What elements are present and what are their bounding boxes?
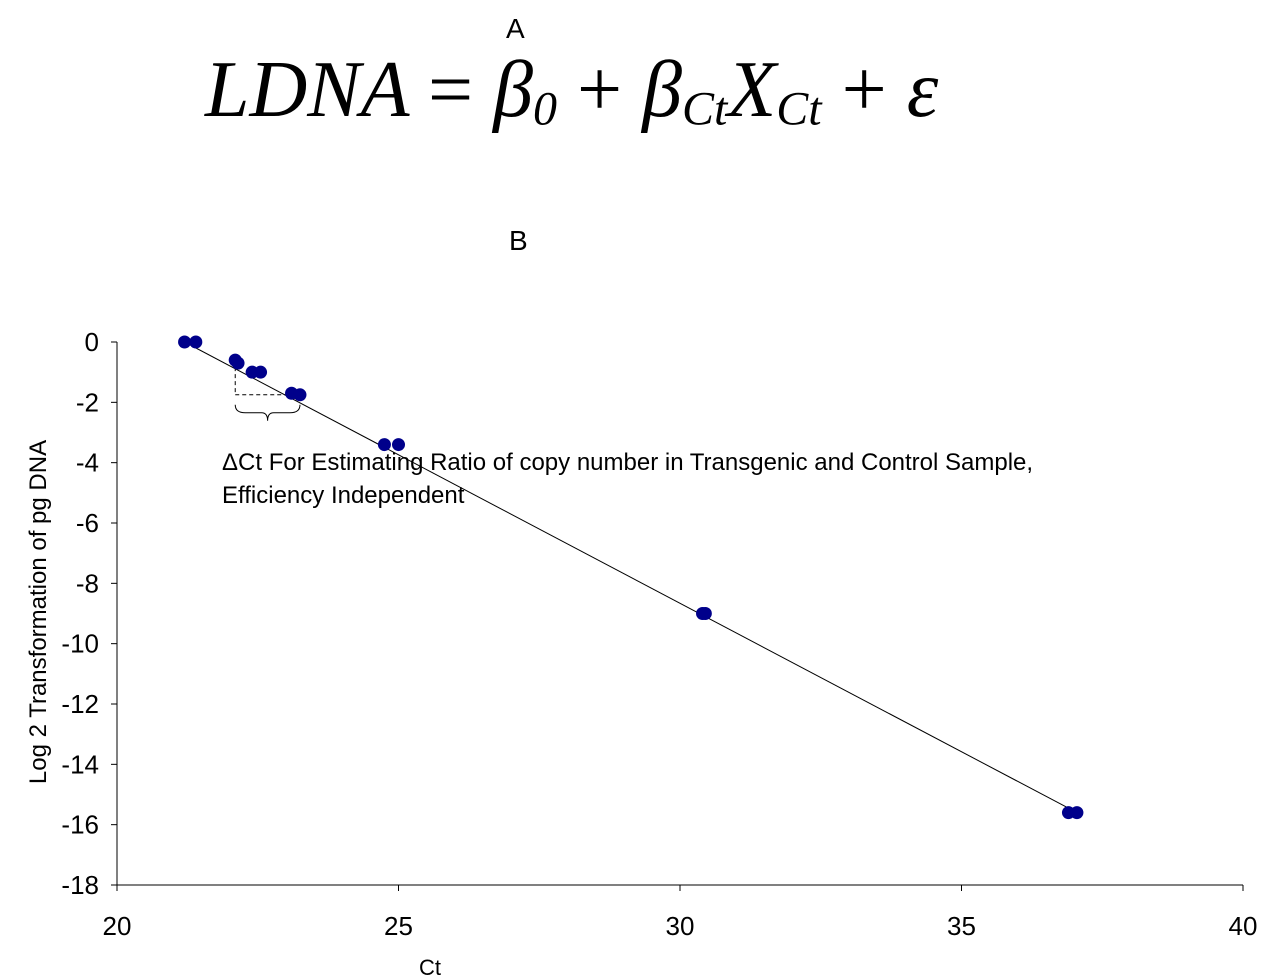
y-tick-label: -12 <box>61 689 99 719</box>
x-axis-title: Ct <box>419 955 441 978</box>
y-tick-label: -18 <box>61 870 99 900</box>
y-axis-title: Log 2 Transformation of pg DNA <box>25 440 52 784</box>
data-point <box>189 335 203 349</box>
epsilon-term: ε <box>906 46 939 134</box>
y-tick-label: -10 <box>61 629 99 659</box>
annotation-line-1: ΔCt For Estimating Ratio of copy number … <box>222 449 1033 476</box>
y-tick-label: -6 <box>76 508 99 538</box>
data-point <box>178 335 192 349</box>
y-tick-label: -14 <box>61 749 99 779</box>
plus-sign-2: + <box>841 46 887 134</box>
data-point <box>698 607 712 620</box>
x-ct: XCt <box>727 46 822 136</box>
x-tick-label: 25 <box>384 911 413 941</box>
y-tick-label: -2 <box>76 387 99 417</box>
data-point <box>1070 806 1084 820</box>
x-tick-label: 30 <box>666 911 695 941</box>
beta-zero: β0 <box>493 46 558 136</box>
data-point <box>377 438 391 452</box>
data-point <box>254 365 268 379</box>
equals-sign: = <box>428 46 474 134</box>
delta-ct-brace <box>234 404 301 421</box>
y-tick-label: 0 <box>85 327 99 357</box>
panel-a-label: A <box>506 13 525 44</box>
x-tick-label: 20 <box>103 911 132 941</box>
data-point <box>231 356 245 370</box>
annotation-line-2: Efficiency Independent <box>222 482 465 509</box>
panel-b-label: B <box>509 225 528 256</box>
x-tick-label: 35 <box>947 911 976 941</box>
plus-sign: + <box>577 46 623 134</box>
data-point <box>293 388 307 402</box>
equation-lhs: LDNA <box>205 46 409 134</box>
beta-ct: βCt <box>642 46 728 136</box>
data-point <box>392 438 405 452</box>
x-tick-label: 40 <box>1229 911 1258 941</box>
regression-equation: LDNA = β0 + βCtXCt + ε <box>205 50 938 134</box>
trendline <box>184 341 1078 814</box>
y-tick-label: -8 <box>76 568 99 598</box>
y-tick-label: -16 <box>61 810 99 840</box>
y-tick-label: -4 <box>76 448 99 478</box>
